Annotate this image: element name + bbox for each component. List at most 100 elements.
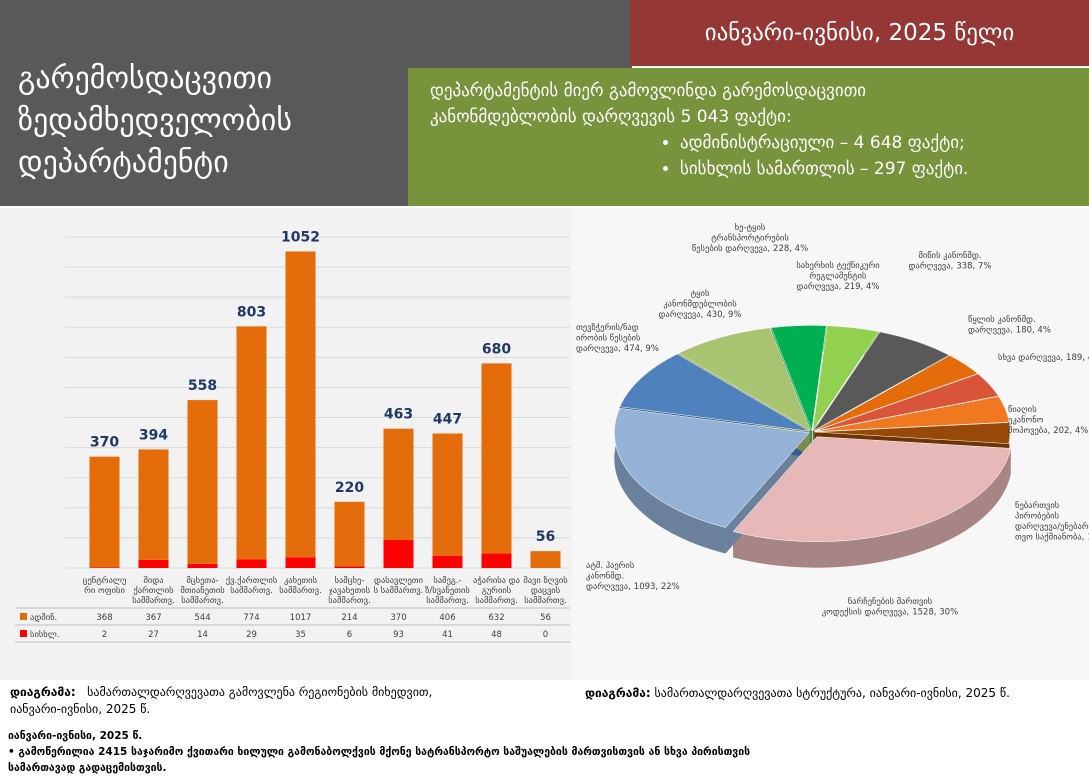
x-tick-label-line: გურიის	[482, 585, 512, 596]
x-tick-label-line: სამმართვ.	[524, 595, 567, 606]
bar-segment	[481, 363, 512, 554]
slice-label: ნარჩენების მართვის კოდექსის დარღვევა, 1528…	[822, 596, 958, 618]
bullet: სისხლის სამართლის – 297 ფაქტი.	[680, 156, 1089, 182]
slice-value-label: 430, 9%	[706, 310, 741, 320]
x-tick-label: შიდა ქართლის სამმართვ.	[132, 575, 175, 606]
x-tick-label: ქვ.ქართლის სამმართვ.	[226, 575, 278, 596]
caption-label: დიაგრამა:	[585, 686, 651, 700]
x-tick-label-line: ზ/სვანეთის	[425, 585, 470, 596]
slice-label-line: ნებართვის	[1015, 500, 1060, 511]
pie-slice	[812, 325, 880, 431]
pie-slice	[619, 353, 810, 432]
total-label: 56	[536, 529, 555, 545]
table-value: 93	[393, 630, 404, 640]
slice-label: სხვა დარღვევა,189, 4%	[998, 352, 1089, 363]
table-value: 632	[488, 613, 504, 623]
total-label: 558	[188, 378, 217, 394]
bar-segment	[432, 433, 463, 556]
bar-segment	[89, 456, 120, 568]
pie-slice-side	[733, 448, 1011, 568]
slice-value-label: 219, 4%	[844, 282, 879, 292]
bar-segment	[138, 559, 169, 568]
table-value: 29	[246, 630, 257, 640]
slice-label-line: წიაღის	[1008, 404, 1037, 415]
x-tick-label-line: მთიანეთის	[180, 585, 225, 596]
total-label: 370	[90, 435, 119, 451]
slice-label-line: პირობების	[1015, 511, 1060, 522]
slice-label-line: უკანონო	[1008, 415, 1044, 426]
slice-value-label: 189, 4%	[1066, 353, 1089, 363]
total-label: 394	[139, 427, 168, 443]
slice-label: სახერხის ტექნიკური რეგლამენტის დარღვევა, 21…	[796, 260, 879, 292]
x-tick-label-line: სამმართვ.	[475, 595, 518, 606]
pie-slice	[614, 407, 810, 528]
table-value: 2	[102, 630, 107, 640]
caption-text: სამართალდარღვევათა სტრუქტურა, იანვარი-ივ…	[654, 686, 1010, 700]
summary-box: დეპარტამენტის მიერ გამოვლინდა გარემოსდაც…	[408, 68, 1089, 206]
bar-segment	[138, 449, 169, 560]
pie-slice	[732, 436, 1011, 542]
slice-label-line: ტყის	[691, 288, 710, 299]
slice-label-line: წყლის კანონმდ.	[968, 314, 1036, 325]
x-tick-label-line: ს სამმართვ.	[374, 585, 424, 596]
slice-label-line: დარღვევა,	[909, 261, 954, 272]
x-tick-label-line: სამმართვ.	[132, 595, 175, 606]
x-tick-label-line: ქვ.ქართლის	[226, 575, 278, 586]
slice-label-line: თვო საქმიანობა,	[1015, 532, 1084, 543]
slice-label-line: რეგლამენტის	[810, 271, 868, 282]
slice-label-line: ატმ. ჰაერის	[586, 560, 635, 571]
x-tick-label-line: მცხეთა-	[186, 575, 218, 586]
table-value: 774	[243, 613, 259, 623]
bar-segment	[432, 555, 463, 568]
bullet: ადმინისტრაციული – 4 648 ფაქტი;	[680, 130, 1089, 156]
slice-label: მიწის კანონმდ. დარღვევა, 338, 7%	[909, 250, 992, 272]
x-tick-label-line: სამეგ.-	[433, 575, 461, 586]
slice-label-line: ირობის წესების	[576, 333, 641, 344]
summary-line: კანონმდებლობის დარღვევის 5 043 ფაქტი:	[430, 107, 792, 127]
bar-caption: დიაგრამა: სამართალდარღვევათა გამოვლენა რ…	[10, 684, 432, 718]
x-tick-label-line: დასავლეთი	[374, 575, 423, 586]
slice-label-line: კანონმდებლობის	[663, 299, 737, 310]
total-label: 463	[384, 407, 413, 423]
bar-segment	[334, 566, 365, 568]
slice-label: წყლის კანონმდ. დარღვევა, 180, 4%	[968, 314, 1051, 336]
x-tick-label-line: სამმართვ.	[181, 595, 224, 606]
pie-slice	[814, 422, 1011, 444]
x-tick-label: ცენტრალუ რი ოფისი	[83, 575, 127, 596]
x-tick-label-line: ქართლის	[133, 585, 174, 596]
table-value: 41	[442, 630, 453, 640]
bar-segment	[530, 551, 561, 568]
slice-label-line: სახერხის ტექნიკური	[796, 260, 879, 271]
slice-label: თევზჭერის/ნად ირობის წესების დარღვევა, 474,…	[576, 322, 659, 354]
bar-segment	[187, 563, 218, 568]
total-label: 447	[433, 411, 462, 427]
slice-label-line: მიწის კანონმდ.	[918, 250, 981, 261]
slice-label: ტყის კანონმდებლობის დარღვევა, 430, 9%	[659, 288, 742, 320]
slice-label-line: სხვა დარღვევა,	[998, 352, 1063, 363]
table-value: 544	[194, 613, 210, 623]
total-label: 803	[237, 304, 266, 320]
x-tick-label: კახეთის სამმართვ.	[279, 575, 322, 596]
table-value: 56	[540, 613, 551, 623]
footer-period: იანვარი-ივნისი, 2025 წ.	[8, 730, 143, 742]
pie-slice	[677, 327, 812, 432]
bar-segment	[236, 559, 267, 568]
slice-label-line: კოდექსის დარღვევა,	[822, 607, 909, 618]
legend-swatch	[20, 630, 27, 637]
pie-slice	[814, 355, 979, 432]
table-value: 6	[347, 630, 352, 640]
x-tick-label-line: სამმართვ.	[230, 585, 273, 596]
bar-segment	[89, 567, 120, 568]
x-tick-label-line: შიდა	[143, 575, 163, 586]
legend-swatch	[20, 613, 27, 620]
table-value: 367	[145, 613, 161, 623]
footer-note: • გამოწერილია 2415 საჯარიმო ქვითარი ხილუ…	[8, 746, 751, 774]
table-value: 48	[491, 630, 502, 640]
slice-value-label: 228, 4%	[773, 244, 808, 254]
slice-value-label: 162, 3%	[1087, 533, 1089, 543]
slice-label-line: დარღვევა,	[586, 581, 631, 592]
x-tick-label-line: აჭარისა და	[473, 575, 520, 586]
table-value: 406	[439, 613, 455, 623]
slice-label-line: მოპოვება,	[1008, 425, 1050, 436]
